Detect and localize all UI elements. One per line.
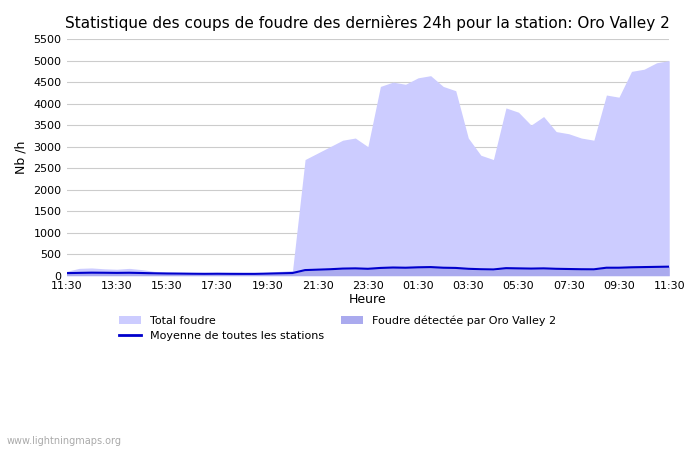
Y-axis label: Nb /h: Nb /h (15, 141, 28, 174)
Text: www.lightningmaps.org: www.lightningmaps.org (7, 436, 122, 446)
X-axis label: Heure: Heure (349, 293, 386, 306)
Title: Statistique des coups de foudre des dernières 24h pour la station: Oro Valley 2: Statistique des coups de foudre des dern… (66, 15, 670, 31)
Legend: Total foudre, Moyenne de toutes les stations, Foudre détectée par Oro Valley 2: Total foudre, Moyenne de toutes les stat… (115, 311, 561, 346)
